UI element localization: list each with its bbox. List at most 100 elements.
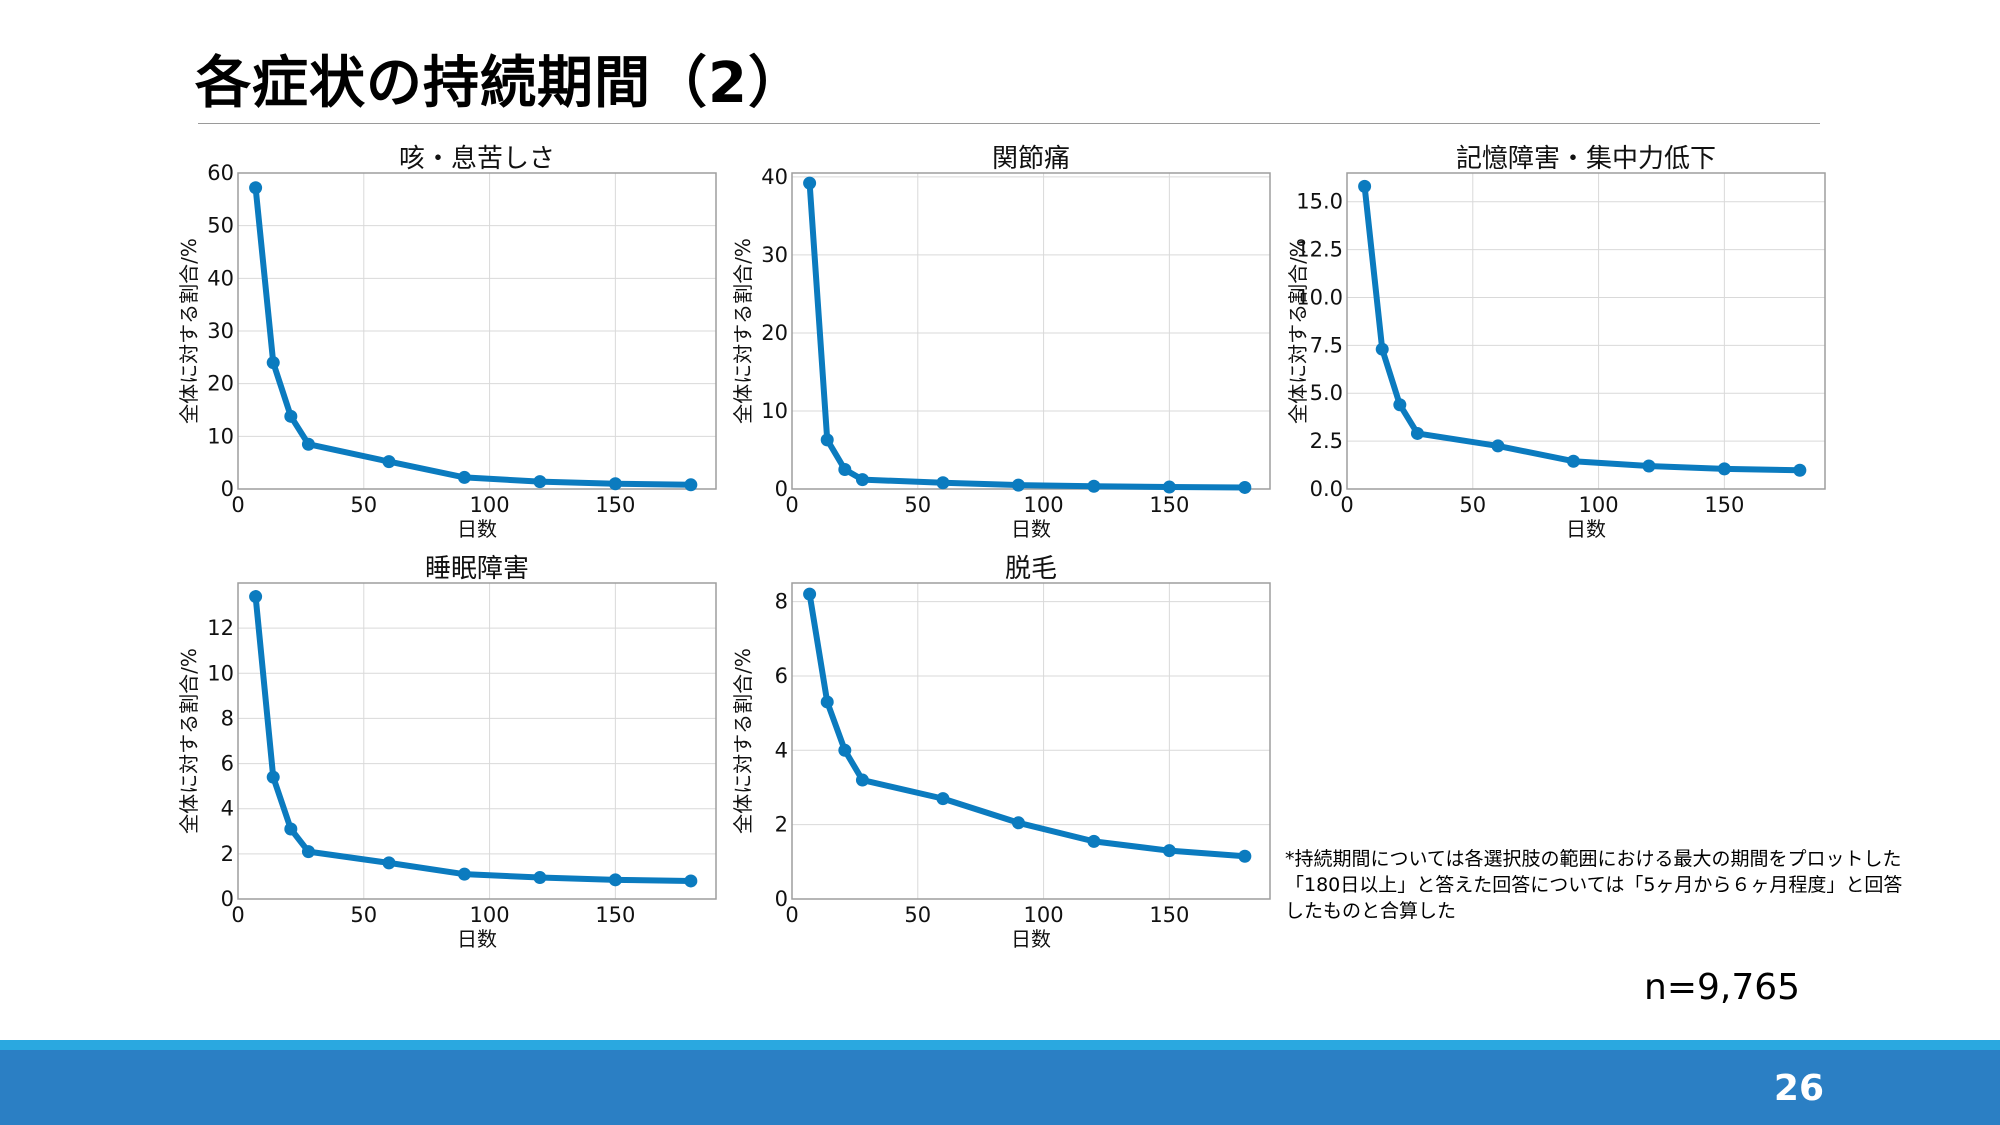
data-point [457, 470, 471, 484]
y-tick-label: 10 [207, 661, 234, 685]
y-axis-label: 全体に対する割合/% [731, 238, 755, 424]
y-tick-label: 0 [775, 887, 788, 911]
data-point [533, 475, 547, 489]
y-tick-label: 5.0 [1310, 381, 1343, 405]
data-point [855, 773, 869, 787]
data-point [1011, 816, 1025, 830]
data-point [457, 867, 471, 881]
y-tick-label: 15.0 [1296, 190, 1343, 214]
x-tick-label: 150 [1149, 493, 1189, 517]
data-point [266, 356, 280, 370]
series-line [806, 591, 1248, 860]
series-line [252, 593, 694, 884]
chart-title: 記憶障害・集中力低下 [1456, 144, 1716, 174]
y-tick-label: 10.0 [1296, 285, 1343, 309]
plot-frame [237, 582, 717, 900]
y-tick-label: 8 [221, 706, 234, 730]
footnote-line-2: 「180日以上」と答えた回答については「5ヶ月から６ヶ月程度」と回答 [1285, 874, 1903, 896]
x-tick-label: 0 [1340, 493, 1353, 517]
y-tick-label: 30 [207, 319, 234, 343]
y-tick-label: 0.0 [1310, 477, 1343, 501]
x-axis-label: 日数 [1566, 517, 1606, 541]
y-tick-label: 10 [207, 424, 234, 448]
x-tick-label: 100 [1024, 493, 1064, 517]
series-line [252, 184, 694, 488]
x-axis-label: 日数 [457, 927, 497, 951]
footer-stripe [0, 1040, 2000, 1050]
data-point [1358, 179, 1372, 193]
data-point [1087, 479, 1101, 493]
chart-panel-2: 関節痛 0 50 100 150 0 10 20 30 40 日数 全体に対する割合/% [731, 144, 1271, 541]
data-point [266, 770, 280, 784]
footnote: *持続期間については各選択肢の範囲における最大の期間をプロットした 「180日以… [1285, 846, 1902, 924]
page-number: 26 [1773, 1068, 1824, 1109]
data-point [936, 792, 950, 806]
data-point [820, 433, 834, 447]
x-tick-label: 0 [785, 903, 798, 927]
x-tick-label: 100 [470, 903, 510, 927]
y-tick-label: 40 [761, 165, 788, 189]
footnote-line-1: *持続期間については各選択肢の範囲における最大の期間をプロットした [1285, 848, 1902, 870]
x-tick-label: 50 [1459, 493, 1486, 517]
data-point [1011, 478, 1025, 492]
y-axis-label: 全体に対する割合/% [177, 238, 201, 424]
x-tick-label: 100 [1024, 903, 1064, 927]
data-point [820, 695, 834, 709]
data-point [1717, 462, 1731, 476]
data-point [301, 437, 315, 451]
y-tick-label: 8 [775, 590, 788, 614]
data-point [1393, 398, 1407, 412]
x-tick-label: 0 [231, 493, 244, 517]
slide-title: 各症状の持続期間（2） [195, 51, 805, 116]
chart-panel-5: 脱毛 0 50 100 150 0 2 4 6 8 日数 全体に対する割合/% [731, 554, 1271, 951]
series-line [806, 180, 1248, 491]
data-point [936, 476, 950, 490]
data-point [382, 856, 396, 870]
y-tick-label: 7.5 [1310, 333, 1343, 357]
chart-panel-1: 咳・息苦しさ 0 50 100 150 0 10 20 30 40 50 60 日数 全体に対する割合/% [177, 144, 717, 541]
x-axis-label: 日数 [1011, 927, 1051, 951]
y-tick-label: 50 [207, 214, 234, 238]
data-point [1087, 834, 1101, 848]
y-tick-label: 4 [221, 797, 234, 821]
y-tick-label: 0 [221, 477, 234, 501]
data-point [684, 874, 698, 888]
x-tick-label: 0 [785, 493, 798, 517]
data-point [249, 181, 263, 195]
data-point [803, 587, 817, 601]
data-point [838, 743, 852, 757]
data-point [1162, 844, 1176, 858]
data-point [1162, 480, 1176, 494]
data-point [249, 590, 263, 604]
data-point [608, 873, 622, 887]
y-tick-label: 20 [207, 372, 234, 396]
y-axis-label: 全体に対する割合/% [731, 648, 755, 834]
footer-bar [0, 1050, 2000, 1125]
data-point [301, 845, 315, 859]
y-tick-label: 40 [207, 266, 234, 290]
y-tick-label: 2.5 [1310, 429, 1343, 453]
data-point [533, 871, 547, 885]
data-point [608, 477, 622, 491]
x-tick-label: 150 [595, 903, 635, 927]
x-tick-label: 50 [350, 903, 377, 927]
x-tick-label: 100 [1579, 493, 1619, 517]
plot-frame [791, 582, 1271, 900]
y-tick-label: 0 [775, 477, 788, 501]
data-point [1642, 459, 1656, 473]
plot-frame [1346, 172, 1826, 490]
y-tick-label: 20 [761, 321, 788, 345]
data-point [1491, 439, 1505, 453]
y-tick-label: 4 [775, 738, 788, 762]
data-point [1375, 342, 1389, 356]
x-tick-label: 0 [231, 903, 244, 927]
chart-title: 睡眠障害 [425, 554, 529, 584]
chart-panel-4: 睡眠障害 0 50 100 150 0 2 4 6 8 10 12 日数 全体に対する割合/% [177, 554, 717, 951]
x-tick-label: 50 [350, 493, 377, 517]
y-axis-label: 全体に対する割合/% [177, 648, 201, 834]
x-tick-label: 150 [1149, 903, 1189, 927]
title-divider [198, 123, 1820, 124]
chart-title: 関節痛 [992, 144, 1070, 174]
data-point [1238, 849, 1252, 863]
y-tick-label: 12.5 [1296, 238, 1343, 262]
